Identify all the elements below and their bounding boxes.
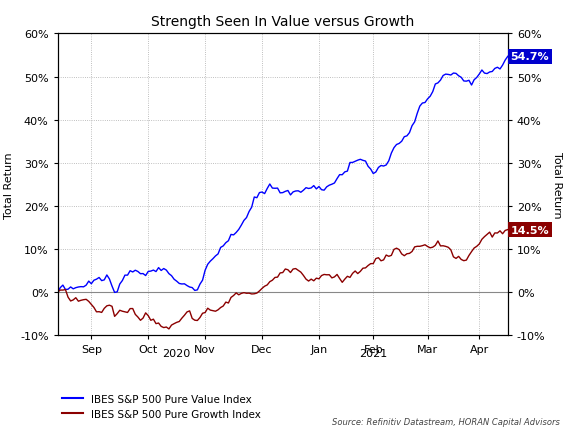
Y-axis label: Total Return: Total Return (5, 152, 14, 218)
Text: 54.7%: 54.7% (511, 52, 549, 62)
Legend: IBES S&P 500 Pure Value Index, IBES S&P 500 Pure Growth Index: IBES S&P 500 Pure Value Index, IBES S&P … (58, 390, 265, 423)
Text: 2020: 2020 (163, 348, 191, 358)
Text: 14.5%: 14.5% (511, 225, 549, 235)
Text: Source: Refinitiv Datastream, HORAN Capital Advisors: Source: Refinitiv Datastream, HORAN Capi… (332, 417, 560, 426)
Y-axis label: Total Return: Total Return (552, 152, 562, 218)
Title: Strength Seen In Value versus Growth: Strength Seen In Value versus Growth (151, 15, 414, 29)
Text: 2021: 2021 (359, 348, 387, 358)
